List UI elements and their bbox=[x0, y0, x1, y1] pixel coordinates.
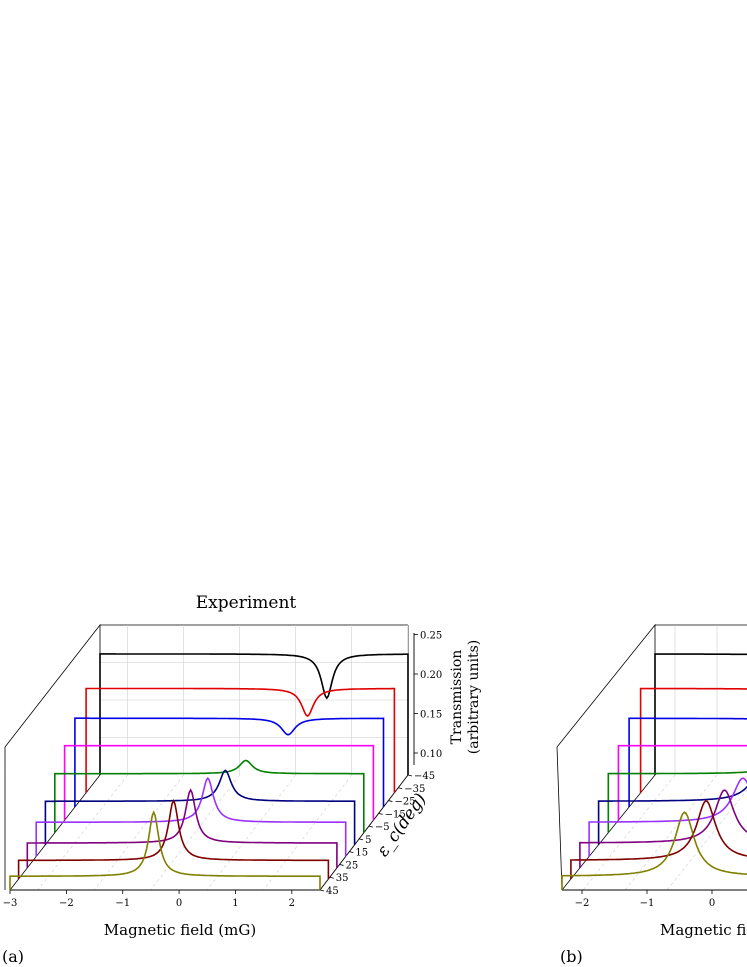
panel-a-series-line bbox=[44, 769, 356, 845]
panel-a-eps-tick-mark bbox=[378, 812, 383, 815]
panel-a-eps-tick-mark bbox=[329, 876, 334, 879]
panel-b-series-line bbox=[597, 785, 747, 845]
panel-a-eps-tick-mark bbox=[388, 800, 393, 802]
panel-a-eps-tick-label: −5 bbox=[375, 822, 390, 833]
panel-a-zlabel-line1: Transmission bbox=[449, 650, 465, 745]
panel-a-eps-tick-label: 15 bbox=[355, 848, 368, 859]
panel-a-eps-tick-mark bbox=[407, 774, 413, 777]
panel-a-series-line bbox=[74, 717, 385, 807]
panel-b-series-line bbox=[588, 777, 747, 857]
panel-b-x-ticks: −2 −1 0 bbox=[575, 890, 715, 909]
panel-b-gridline bbox=[624, 774, 718, 891]
panel-a-x-tick-label: 2 bbox=[289, 898, 295, 909]
panel-b-series-line bbox=[607, 771, 747, 833]
panel-a-z-tick-label: 0.10 bbox=[420, 749, 442, 760]
panel-b-series-line bbox=[617, 744, 747, 821]
panel-a-eps-tick-mark bbox=[339, 864, 344, 866]
panel-a-eps-tick-label: 25 bbox=[346, 860, 359, 871]
panel-b-series-line bbox=[654, 653, 747, 775]
panel-b-series-line bbox=[561, 811, 747, 890]
panel-a-series-line bbox=[99, 653, 409, 775]
panel-a-x-tick-label: 1 bbox=[232, 898, 238, 909]
panel-a-series-line bbox=[26, 788, 338, 868]
panel-b-x-tick-label: 0 bbox=[709, 898, 715, 909]
panel-a-label: (a) bbox=[2, 947, 24, 966]
panel-a-eps-tick-label: −45 bbox=[414, 771, 435, 782]
panel-b-series-line bbox=[639, 687, 747, 793]
panel-a-x-tick-label: 0 bbox=[176, 898, 182, 909]
panel-b-series-line bbox=[628, 717, 747, 807]
panel-a-xlabel: Magnetic field (mG) bbox=[104, 921, 256, 939]
panel-a-zlabel-line2: (arbitrary units) bbox=[466, 640, 482, 754]
panel-a-gridline bbox=[94, 774, 184, 891]
panel-b-grid bbox=[556, 623, 747, 891]
panel-a-title: Experiment bbox=[196, 593, 297, 613]
panel-a-series-line bbox=[63, 744, 375, 821]
panel-a-axes bbox=[10, 633, 415, 891]
panel-a-gridline bbox=[37, 774, 128, 891]
panel-a-z-tick-label: 0.20 bbox=[420, 670, 442, 681]
panel-b-x-tick-label: −2 bbox=[575, 898, 590, 909]
panel-b-curves bbox=[561, 653, 747, 890]
panel-a-x-tick-label: −2 bbox=[59, 898, 74, 909]
panel-a-series-line bbox=[9, 810, 321, 890]
panel-a-gridline bbox=[150, 774, 240, 891]
panel-a-z-tick-label: 0.15 bbox=[420, 710, 442, 721]
panel-a-eps-tick-mark bbox=[349, 851, 354, 854]
panel-a-eps-tick-label: −15 bbox=[385, 809, 406, 820]
panel-a-eps-tick-mark bbox=[359, 838, 364, 841]
panel-a-x-tick-label: −3 bbox=[3, 898, 18, 909]
panel-a-eps-tick-label: 35 bbox=[336, 873, 349, 884]
panel-a-eps-tick-label: −25 bbox=[394, 797, 415, 808]
panel-a-series-line bbox=[35, 776, 347, 857]
panel-a: Experiment −3 −2 −1 0 1 2 −45 −35 −25−15 −5 5 1525… bbox=[2, 593, 482, 966]
panel-a-eps-tick-label: −35 bbox=[404, 784, 425, 795]
panel-b-x-tick-label: −1 bbox=[640, 898, 655, 909]
panel-a-grid bbox=[4, 623, 409, 891]
panel-a-z-tick-label: 0.25 bbox=[420, 631, 442, 642]
panel-a-gridline bbox=[206, 774, 296, 891]
panel-b: −2 −1 0 Magnetic fie (b) bbox=[556, 623, 747, 966]
panel-b-gridline bbox=[582, 774, 676, 891]
panel-a-x-ticks: −3 −2 −1 0 1 2 bbox=[3, 890, 295, 909]
panel-a-series-line bbox=[85, 687, 396, 793]
panel-b-label: (b) bbox=[560, 947, 583, 966]
panel-a-eps-tick-label: 5 bbox=[365, 835, 371, 846]
panel-a-z-ticks: 0.10 0.15 0.20 0.25 bbox=[414, 631, 442, 760]
panel-a-eps-tick-label: 45 bbox=[326, 886, 339, 897]
panel-a-gridline bbox=[263, 774, 352, 891]
panel-a-eps-tick-mark bbox=[319, 889, 325, 892]
panel-b-series-line bbox=[579, 789, 747, 868]
panel-b-series-line bbox=[570, 800, 747, 879]
panel-b-xlabel: Magnetic fie bbox=[660, 921, 747, 939]
panel-a-eps-tick-mark bbox=[398, 787, 403, 790]
panel-a-x-tick-label: −1 bbox=[115, 898, 130, 909]
panel-a-curves bbox=[9, 653, 409, 890]
panel-b-gridline bbox=[666, 789, 747, 891]
panel-a-eps-tick-mark bbox=[368, 825, 373, 828]
panel-a-series-line bbox=[17, 798, 330, 879]
panel-a-series-line bbox=[53, 759, 365, 833]
